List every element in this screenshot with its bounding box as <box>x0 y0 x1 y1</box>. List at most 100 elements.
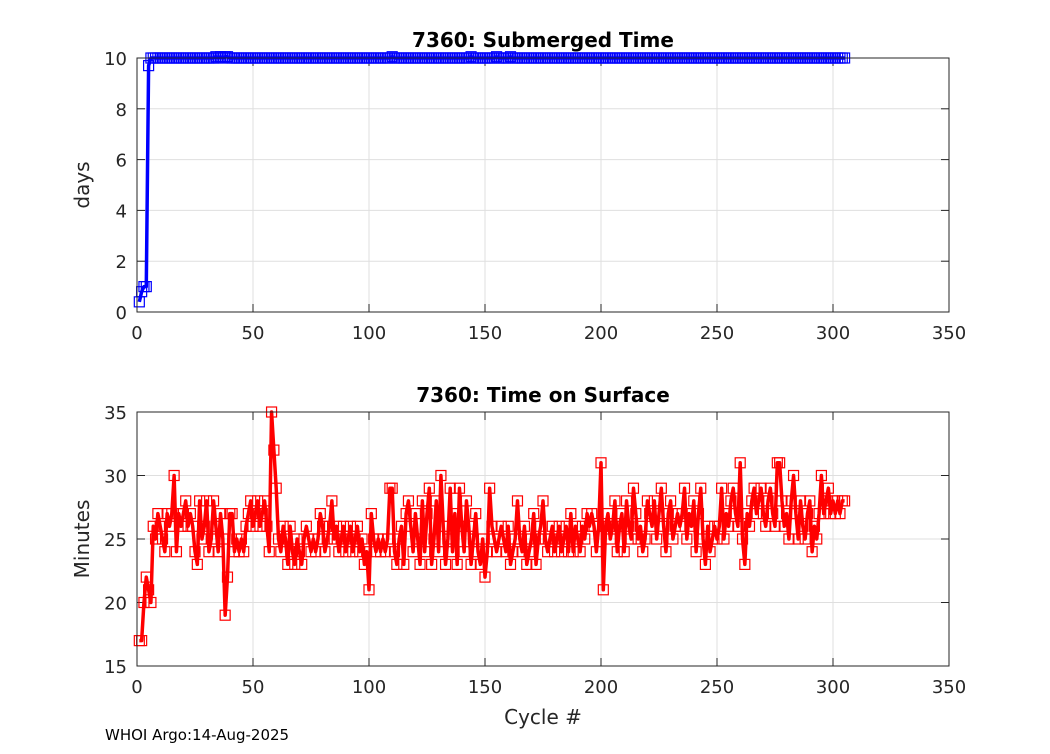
y-tick-label: 0 <box>116 303 127 324</box>
data-point <box>704 546 716 558</box>
data-point <box>416 495 428 507</box>
data-point <box>632 533 644 545</box>
data-point <box>412 533 424 545</box>
data-point <box>245 495 257 507</box>
data-point <box>261 520 273 532</box>
data-point <box>465 558 477 571</box>
data-point <box>145 596 157 609</box>
data-point <box>611 546 623 558</box>
data-point <box>286 546 299 558</box>
data-point <box>565 508 577 520</box>
data-point <box>449 508 461 520</box>
data-point <box>347 546 359 558</box>
data-point <box>567 546 579 558</box>
data-point <box>685 520 698 532</box>
data-point <box>822 482 834 494</box>
data-point <box>727 482 739 494</box>
data-point <box>774 457 786 469</box>
data-point <box>395 520 408 532</box>
data-point <box>256 508 268 520</box>
data-point <box>254 520 266 532</box>
x-tick-label: 200 <box>584 677 618 698</box>
chart-title: 7360: Submerged Time <box>412 28 674 52</box>
x-tick-label: 150 <box>468 677 502 698</box>
data-point <box>444 482 456 494</box>
data-point <box>284 520 296 532</box>
data-point <box>818 508 830 520</box>
data-point <box>430 495 442 507</box>
data-point <box>388 546 401 558</box>
data-point <box>391 558 403 571</box>
data-point <box>238 546 250 558</box>
data-point <box>720 508 732 520</box>
x-tick-label: 100 <box>352 677 386 698</box>
data-point <box>152 508 164 520</box>
data-point <box>235 533 247 545</box>
data-point <box>634 520 647 532</box>
data-point <box>667 533 679 545</box>
data-point <box>419 546 431 558</box>
data-point <box>168 469 180 482</box>
data-point <box>328 533 340 545</box>
data-point <box>333 546 345 558</box>
data-point <box>732 520 744 532</box>
data-point <box>446 546 459 558</box>
y-tick-label: 10 <box>104 49 127 70</box>
data-point <box>516 546 528 558</box>
data-point <box>210 520 222 532</box>
data-point <box>282 558 294 571</box>
data-point <box>400 508 412 520</box>
data-point <box>834 508 846 520</box>
data-point <box>778 520 790 532</box>
data-point <box>491 546 503 558</box>
data-point <box>523 546 535 558</box>
footer-credit: WHOI Argo:14-Aug-2025 <box>105 726 289 744</box>
markers <box>133 51 851 308</box>
data-point <box>138 596 150 609</box>
data-point <box>277 520 289 532</box>
y-tick-label: 6 <box>116 151 127 172</box>
data-point <box>321 533 333 545</box>
data-point <box>658 520 670 532</box>
data-point <box>806 546 818 558</box>
data-point <box>590 546 602 558</box>
data-point <box>270 482 282 494</box>
data-point <box>456 520 468 532</box>
data-point <box>799 533 811 545</box>
data-point <box>310 546 322 558</box>
data-point <box>776 495 788 507</box>
data-point <box>259 495 271 507</box>
data-point <box>739 558 751 571</box>
data-point <box>275 546 287 558</box>
data-point <box>198 520 210 532</box>
data-point <box>147 520 159 532</box>
data-point <box>804 495 816 507</box>
data-point <box>477 533 489 545</box>
x-tick-label: 350 <box>932 677 966 698</box>
y-axis-label: days <box>70 161 94 208</box>
x-tick-label: 300 <box>816 677 850 698</box>
data-point <box>460 495 473 507</box>
data-point <box>402 495 415 507</box>
data-point <box>356 533 368 545</box>
data-point <box>623 520 635 532</box>
data-point <box>249 508 261 520</box>
data-point <box>326 495 338 507</box>
data-point <box>502 520 514 532</box>
x-tick-label: 50 <box>242 677 265 698</box>
data-point <box>442 533 454 545</box>
data-point <box>426 558 438 571</box>
data-point <box>838 495 851 507</box>
data-point <box>393 533 405 545</box>
data-point <box>750 508 763 520</box>
data-point <box>242 508 254 520</box>
data-point <box>808 520 821 532</box>
data-point <box>797 520 809 532</box>
data-point <box>217 533 229 545</box>
x-tick-label: 150 <box>468 323 502 344</box>
data-point <box>725 495 737 507</box>
data-point <box>451 558 463 571</box>
data-point <box>646 520 658 532</box>
data-point <box>551 533 563 545</box>
